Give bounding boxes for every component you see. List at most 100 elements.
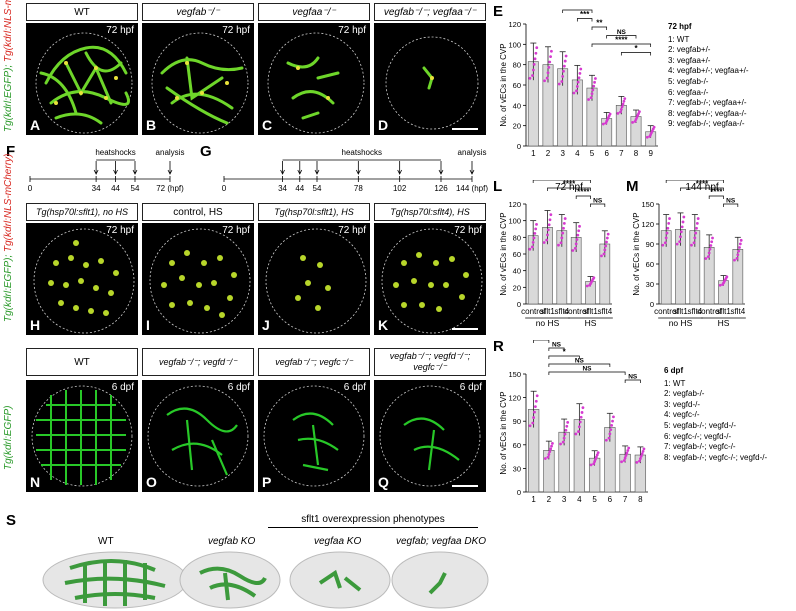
data-point <box>532 236 536 240</box>
data-point <box>682 215 686 219</box>
data-point <box>664 236 668 240</box>
data-point <box>718 283 722 287</box>
significance-label: ** <box>596 19 603 28</box>
legend-key: 2: vegfab-/- <box>664 389 705 399</box>
data-point <box>619 110 622 114</box>
data-point <box>535 222 538 226</box>
data-point <box>709 244 713 247</box>
x-tick-label: 5 <box>592 495 597 504</box>
data-point <box>621 102 625 106</box>
x-tick-label: 1 <box>531 149 536 158</box>
panel-letter-r: R <box>493 338 504 355</box>
data-point <box>572 91 576 95</box>
data-point <box>707 251 711 255</box>
panel-letter-k: K <box>378 317 389 333</box>
data-point <box>549 213 553 217</box>
data-point <box>602 252 606 256</box>
data-point <box>548 450 552 454</box>
significance-bracket <box>606 35 637 39</box>
analysis-label: analysis <box>458 148 487 157</box>
image-panel-o: O 6 dpf <box>142 380 254 492</box>
y-tick-label: 0 <box>517 488 521 497</box>
chart-title: 72 hpf <box>555 182 583 193</box>
data-point <box>601 122 605 126</box>
legend-row: 8: vegfab+/-; vegfaa-/-(n=37) <box>668 109 796 120</box>
header-vegfab: vegfab⁻/⁻ <box>142 3 254 21</box>
data-point <box>627 446 631 450</box>
y-axis-label: No. of vECs in the CVP <box>499 212 508 295</box>
schematic-dko <box>391 551 489 609</box>
data-point <box>675 242 679 246</box>
data-point <box>591 88 595 92</box>
significance-label: *** <box>580 10 590 19</box>
vessel-image-p <box>263 385 365 487</box>
analysis-label: analysis <box>156 148 185 157</box>
data-point <box>619 107 623 111</box>
significance-label: **** <box>571 8 584 11</box>
stage-label-b: 72 hpf <box>222 25 250 36</box>
data-point <box>543 79 546 83</box>
data-point <box>605 240 608 244</box>
data-point <box>531 241 535 244</box>
y-tick-label: 60 <box>513 81 521 90</box>
significance-bracket <box>620 52 652 56</box>
data-point <box>710 240 714 244</box>
data-point <box>606 232 610 236</box>
data-point <box>588 283 592 287</box>
data-point <box>704 257 708 260</box>
y-tick-label: 30 <box>646 280 654 289</box>
stage-label-c: 72 hpf <box>338 25 366 36</box>
x-tick-label: sflt4 <box>687 307 702 316</box>
legend-row: 5: vegfab-/-; vegfd-/-(n=13) <box>664 421 796 432</box>
x-tick-label: 6 <box>608 495 613 504</box>
significance-label: NS <box>617 29 627 36</box>
data-point <box>612 415 615 419</box>
x-tick-label: sflt4 <box>554 307 569 316</box>
chart-l: No. of vECs in the CVP 0 20 40 60 80 100 120 con… <box>499 180 613 328</box>
timeline-tick-label: 44 <box>111 184 120 193</box>
data-point <box>737 249 741 253</box>
stage-label-p: 6 dpf <box>343 382 366 393</box>
header-control-hs: control, HS <box>142 203 254 221</box>
x-tick-label: 3 <box>560 149 565 158</box>
data-point <box>607 436 611 440</box>
data-point <box>738 246 741 249</box>
data-point <box>609 428 613 432</box>
data-point <box>557 82 561 86</box>
header-wt: WT <box>26 3 138 21</box>
data-point <box>546 455 550 459</box>
data-point <box>532 63 536 66</box>
legend-key: 9: vegfab-/-; vegfaa-/- <box>668 119 745 129</box>
data-point <box>578 71 582 75</box>
y-tick-label: 30 <box>513 464 521 473</box>
data-point <box>665 231 669 235</box>
timeline-tick-label: 126 <box>434 184 448 193</box>
legend-key: 3: vegfaa+/- <box>668 55 711 65</box>
data-point <box>535 46 539 50</box>
data-point <box>635 460 639 464</box>
data-point <box>623 456 627 460</box>
image-panel-b: B 72 hpf <box>142 23 254 135</box>
data-point <box>679 235 682 239</box>
x-tick-label: 3 <box>562 495 567 504</box>
x-tick-label: 9 <box>648 149 653 158</box>
legend-row: 1: WT(n=12) <box>664 379 796 390</box>
data-point <box>642 447 646 451</box>
y-tick-label: 90 <box>646 240 654 249</box>
data-point <box>531 74 534 77</box>
y-axis-label: No. of vECs in the CVP <box>499 43 508 126</box>
y-tick-label: 80 <box>513 61 521 70</box>
stage-label-h: 72 hpf <box>106 225 134 236</box>
y-tick-label: 90 <box>513 417 521 426</box>
legend-row: 1: WT(n=10) <box>668 35 796 46</box>
legend-key: 5: vegfab-/-; vegfd-/- <box>664 420 737 430</box>
data-point <box>692 241 696 245</box>
image-panel-d: D <box>374 23 486 135</box>
data-point <box>661 243 665 247</box>
data-point <box>575 238 579 241</box>
heatshock-label: heatshocks <box>95 148 135 157</box>
y-tick-label: 60 <box>646 260 654 269</box>
data-point <box>562 222 566 225</box>
panel-letter-p: P <box>262 474 272 490</box>
data-point <box>624 454 628 457</box>
